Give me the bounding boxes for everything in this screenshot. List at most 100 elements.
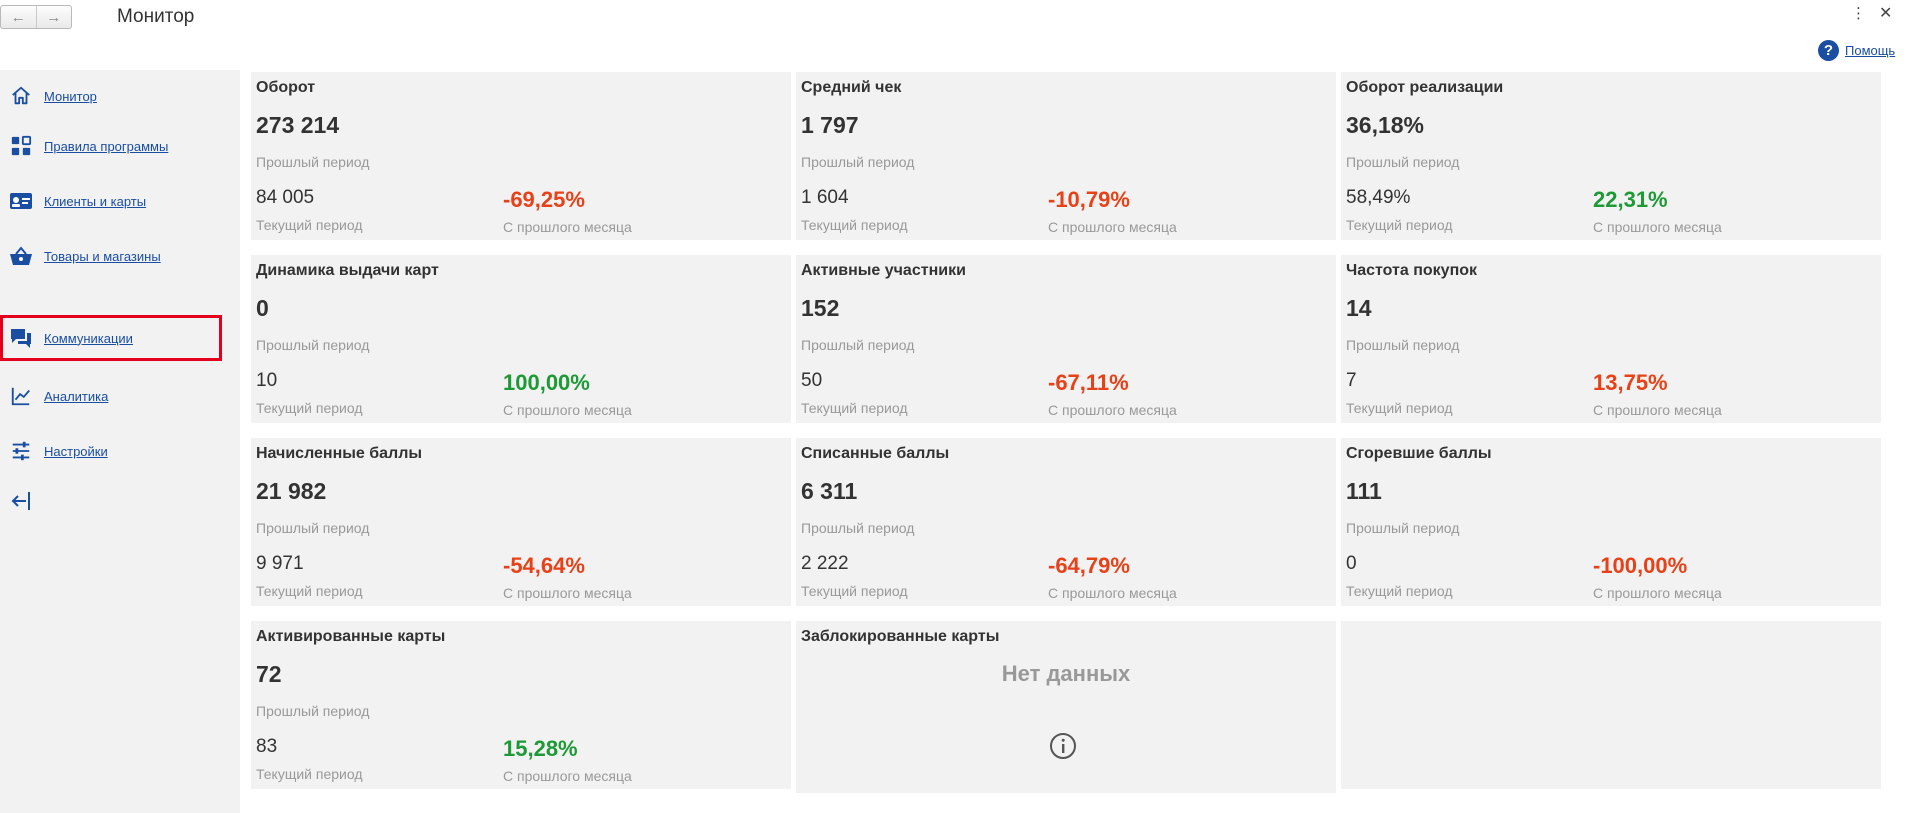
change-label: С прошлого месяца bbox=[503, 585, 632, 601]
current-period-value: 9 971 bbox=[256, 553, 304, 574]
prev-period-label: Прошлый период bbox=[801, 520, 915, 536]
change-label: С прошлого месяца bbox=[1593, 219, 1722, 235]
change-label: С прошлого месяца bbox=[1048, 219, 1177, 235]
card-title: Средний чек bbox=[801, 79, 902, 96]
sidebar-item-label: Клиенты и карты bbox=[44, 193, 147, 209]
card-value: 72 bbox=[256, 661, 282, 687]
current-period-label: Текущий период bbox=[801, 217, 908, 233]
current-period-label: Текущий период bbox=[1346, 217, 1453, 233]
prev-period-label: Прошлый период bbox=[1346, 520, 1460, 536]
help-label: Помощь bbox=[1845, 43, 1896, 58]
card-title: Оборот реализации bbox=[1346, 79, 1504, 96]
card-title: Начисленные баллы bbox=[256, 445, 423, 462]
page-title: Монитор bbox=[117, 6, 195, 27]
change-label: С прошлого месяца bbox=[503, 768, 632, 784]
sidebar-item-label: Монитор bbox=[44, 88, 97, 104]
current-period-value: 84 005 bbox=[256, 187, 315, 208]
home-icon bbox=[9, 84, 33, 108]
chat-bubbles-icon bbox=[9, 326, 33, 350]
kpi-card-activated-cards: Активированные карты 72 Прошлый период 8… bbox=[251, 621, 791, 789]
sidebar-item-program-rules[interactable]: Правила программы bbox=[0, 123, 222, 169]
prev-period-label: Прошлый период bbox=[1346, 337, 1460, 353]
card-title: Оборот bbox=[256, 79, 316, 96]
sidebar-item-communications[interactable]: Коммуникации bbox=[0, 315, 222, 361]
sidebar-item-label: Товары и магазины bbox=[44, 248, 161, 264]
change-label: С прошлого месяца bbox=[1593, 585, 1722, 601]
change-percent: 100,00% bbox=[503, 370, 590, 395]
current-period-value: 10 bbox=[256, 370, 278, 391]
current-period-label: Текущий период bbox=[256, 400, 363, 416]
prev-period-label: Прошлый период bbox=[256, 154, 370, 170]
kpi-card-average-check: Средний чек 1 797 Прошлый период 1 604 Т… bbox=[796, 72, 1336, 240]
prev-period-label: Прошлый период bbox=[256, 520, 370, 536]
sidebar-item-analytics[interactable]: Аналитика bbox=[0, 373, 222, 419]
collapse-left-icon[interactable] bbox=[9, 489, 35, 515]
sliders-icon bbox=[9, 439, 33, 463]
current-period-value: 1 604 bbox=[801, 187, 849, 208]
current-period-value: 2 222 bbox=[801, 553, 849, 574]
change-label: С прошлого месяца bbox=[1048, 585, 1177, 601]
sidebar-item-label: Коммуникации bbox=[44, 330, 133, 346]
kpi-card-expired-points: Сгоревшие баллы 111 Прошлый период 0 Тек… bbox=[1341, 438, 1881, 606]
more-options-icon[interactable]: ⋮ bbox=[1851, 5, 1866, 22]
current-period-label: Текущий период bbox=[256, 583, 363, 599]
prev-period-label: Прошлый период bbox=[256, 703, 370, 719]
change-label: С прошлого месяца bbox=[503, 402, 632, 418]
sidebar-item-goods-stores[interactable]: Товары и магазины bbox=[0, 233, 222, 279]
info-circle-icon[interactable] bbox=[1049, 732, 1077, 760]
change-percent: 22,31% bbox=[1593, 187, 1668, 212]
history-nav: ← → bbox=[0, 5, 72, 29]
prev-period-label: Прошлый период bbox=[256, 337, 370, 353]
sidebar-item-settings[interactable]: Настройки bbox=[0, 428, 222, 474]
card-value: 111 bbox=[1346, 478, 1382, 504]
card-title: Активные участники bbox=[801, 262, 966, 279]
change-percent: -64,79% bbox=[1048, 553, 1130, 578]
kpi-card-redeemed-points: Списанные баллы 6 311 Прошлый период 2 2… bbox=[796, 438, 1336, 606]
sidebar-item-clients-cards[interactable]: Клиенты и карты bbox=[0, 178, 222, 224]
card-title: Активированные карты bbox=[256, 628, 446, 645]
forward-arrow-icon[interactable]: → bbox=[35, 6, 72, 28]
change-percent: -54,64% bbox=[503, 553, 585, 578]
card-title: Заблокированные карты bbox=[801, 628, 1000, 645]
sidebar-item-label: Настройки bbox=[44, 443, 108, 459]
prev-period-label: Прошлый период bbox=[1346, 154, 1460, 170]
kpi-card-card-issuance: Динамика выдачи карт 0 Прошлый период 10… bbox=[251, 255, 791, 423]
card-value: 21 982 bbox=[256, 478, 327, 504]
current-period-label: Текущий период bbox=[256, 766, 363, 782]
kpi-card-active-members: Активные участники 152 Прошлый период 50… bbox=[796, 255, 1336, 423]
card-value: 6 311 bbox=[801, 478, 858, 504]
change-percent: -67,11% bbox=[1048, 370, 1129, 395]
close-icon[interactable]: ✕ bbox=[1879, 5, 1893, 22]
change-percent: 15,28% bbox=[503, 736, 578, 761]
help-link[interactable]: ? Помощь bbox=[1818, 40, 1895, 61]
change-percent: -100,00% bbox=[1593, 553, 1688, 578]
id-card-icon bbox=[9, 189, 33, 213]
card-title: Динамика выдачи карт bbox=[256, 262, 439, 279]
no-data-message: Нет данных bbox=[1001, 661, 1131, 686]
change-label: С прошлого месяца bbox=[1593, 402, 1722, 418]
kpi-card-purchase-frequency: Частота покупок 14 Прошлый период 7 Теку… bbox=[1341, 255, 1881, 423]
empty-card-slot bbox=[1341, 621, 1881, 789]
current-period-value: 83 bbox=[256, 736, 278, 757]
apps-grid-icon bbox=[9, 134, 33, 158]
current-period-value: 0 bbox=[1346, 553, 1357, 574]
sidebar: Монитор Правила программы Клиенты и карт… bbox=[0, 70, 240, 813]
change-percent: -69,25% bbox=[503, 187, 585, 212]
kpi-card-turnover: Оборот 273 214 Прошлый период 84 005 Тек… bbox=[251, 72, 791, 240]
current-period-label: Текущий период bbox=[801, 583, 908, 599]
card-value: 36,18% bbox=[1346, 112, 1425, 138]
change-label: С прошлого месяца bbox=[503, 219, 632, 235]
sidebar-item-monitor[interactable]: Монитор bbox=[0, 73, 222, 119]
line-chart-icon bbox=[9, 384, 33, 408]
card-value: 152 bbox=[801, 295, 840, 321]
help-icon: ? bbox=[1818, 40, 1839, 61]
card-value: 1 797 bbox=[801, 112, 859, 138]
current-period-label: Текущий период bbox=[1346, 400, 1453, 416]
shopping-basket-icon bbox=[9, 244, 33, 268]
current-period-label: Текущий период bbox=[801, 400, 908, 416]
card-title: Списанные баллы bbox=[801, 445, 950, 462]
current-period-label: Текущий период bbox=[1346, 583, 1453, 599]
card-value: 273 214 bbox=[256, 112, 340, 138]
back-arrow-icon[interactable]: ← bbox=[10, 8, 26, 26]
kpi-card-accrued-points: Начисленные баллы 21 982 Прошлый период … bbox=[251, 438, 791, 606]
